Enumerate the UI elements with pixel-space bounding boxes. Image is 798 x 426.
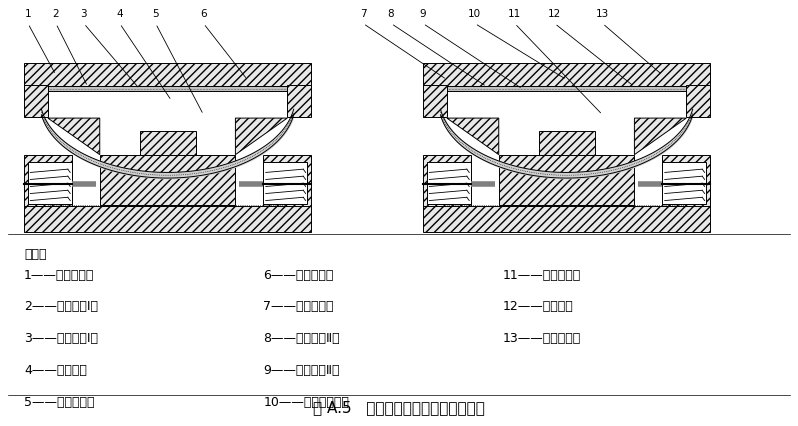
Bar (48, 86, 287, 91)
Bar (100, 155, 235, 205)
Text: 7——位移箱体；: 7——位移箱体； (263, 300, 334, 314)
Text: 3: 3 (81, 9, 87, 19)
Bar (287, 85, 311, 117)
Polygon shape (48, 118, 100, 155)
Text: 11: 11 (508, 9, 521, 19)
Text: 5: 5 (152, 9, 159, 19)
Bar (539, 131, 595, 155)
Text: 6: 6 (200, 9, 207, 19)
Text: 9: 9 (420, 9, 426, 19)
Bar (423, 155, 471, 206)
Text: 7: 7 (360, 9, 366, 19)
Bar (24, 155, 72, 206)
Bar (263, 161, 307, 204)
Bar (423, 63, 710, 87)
Bar (24, 85, 48, 117)
Text: 4——球冠板；: 4——球冠板； (24, 364, 87, 377)
Text: 13——防尘盖板。: 13——防尘盖板。 (503, 332, 581, 345)
Text: 图 A.5   弹性双向活动支座结构示意图: 图 A.5 弹性双向活动支座结构示意图 (313, 400, 485, 415)
Polygon shape (634, 118, 686, 155)
Text: 6——下支座板；: 6——下支座板； (263, 268, 334, 282)
Text: 1——上支座板；: 1——上支座板； (24, 268, 94, 282)
Text: 11——弹性构件；: 11——弹性构件； (503, 268, 581, 282)
Bar (263, 155, 311, 206)
Bar (423, 206, 710, 232)
Text: 8: 8 (388, 9, 394, 19)
Bar (423, 85, 447, 117)
Bar (28, 161, 72, 204)
Text: 8——平面滑板Ⅱ；: 8——平面滑板Ⅱ； (263, 332, 340, 345)
Text: 4: 4 (117, 9, 123, 19)
Polygon shape (447, 118, 499, 155)
Bar (24, 63, 311, 87)
Text: 9——不锈钢板Ⅱ；: 9——不锈钢板Ⅱ； (263, 364, 340, 377)
Text: 2——不锈钢板Ⅰ；: 2——不锈钢板Ⅰ； (24, 300, 98, 314)
Text: 10——高强度螺栓；: 10——高强度螺栓； (263, 396, 350, 409)
Polygon shape (235, 118, 287, 155)
Bar (447, 86, 686, 91)
Text: 2: 2 (53, 9, 59, 19)
Bar (24, 206, 311, 232)
Text: 说明：: 说明： (24, 248, 46, 261)
Text: 3——平面滑板Ⅰ；: 3——平面滑板Ⅰ； (24, 332, 98, 345)
Bar (662, 161, 706, 204)
Text: 10: 10 (468, 9, 481, 19)
Text: 5——球面滑板；: 5——球面滑板； (24, 396, 94, 409)
Bar (427, 161, 471, 204)
Bar (662, 155, 710, 206)
Bar (499, 155, 634, 205)
Bar (686, 85, 710, 117)
Text: 12——密封板；: 12——密封板； (503, 300, 574, 314)
Text: 13: 13 (596, 9, 609, 19)
Text: 1: 1 (25, 9, 31, 19)
Bar (140, 131, 196, 155)
Text: 12: 12 (548, 9, 561, 19)
